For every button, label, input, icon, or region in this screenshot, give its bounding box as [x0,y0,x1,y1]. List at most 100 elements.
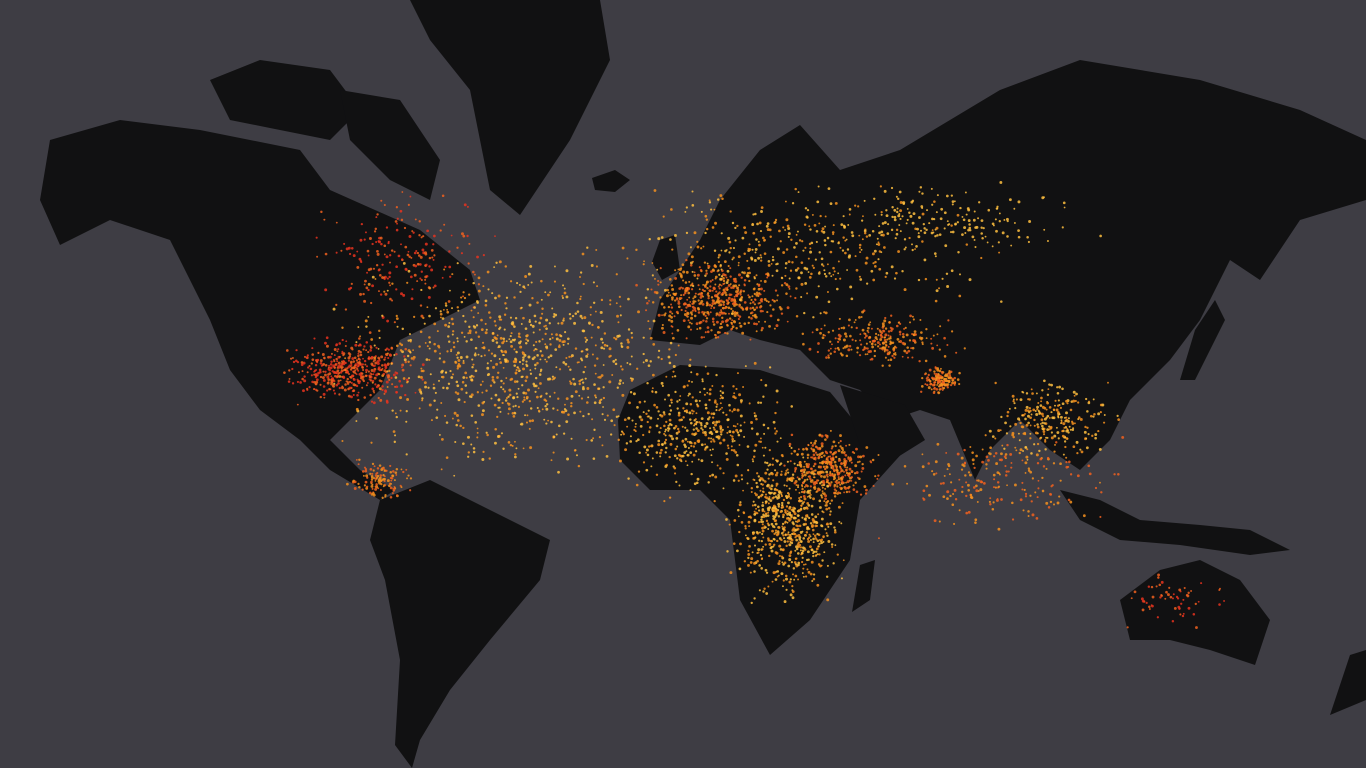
event-point [998,220,1001,223]
event-point [753,287,756,290]
event-point [853,452,856,455]
event-point [722,303,725,307]
event-point [464,278,467,281]
event-point [825,504,828,507]
event-point [667,318,671,322]
event-point [524,391,528,395]
event-point [909,314,912,318]
event-point [614,358,617,361]
event-point [430,248,434,252]
event-point [718,311,721,314]
event-point [793,512,797,516]
event-point [496,376,499,379]
event-point [562,361,566,364]
event-point [733,301,736,305]
event-point [804,246,807,249]
event-point [1056,431,1060,434]
event-point [445,421,449,424]
event-point [490,397,493,400]
event-point [515,392,518,395]
event-point [598,375,602,379]
event-point [799,530,803,534]
event-point [463,335,466,338]
event-point [462,426,465,430]
event-point [651,301,655,304]
event-point [840,522,843,525]
event-point [341,386,345,390]
event-point [707,481,710,484]
event-point [809,572,813,576]
event-point [562,319,565,322]
event-point [462,376,466,379]
event-point [409,489,412,492]
event-point [898,340,901,343]
event-point [836,340,840,344]
event-point [820,470,824,474]
event-point [372,267,376,270]
event-point [465,355,469,359]
event-point [727,296,731,300]
event-point [1050,431,1054,434]
event-point [879,347,882,350]
event-point [573,321,577,325]
event-point [1065,461,1068,464]
event-point [549,343,552,346]
event-point [834,444,837,448]
event-point [1004,474,1008,477]
event-point [381,374,385,377]
event-point [699,301,703,305]
event-point [347,359,350,362]
event-point [1058,495,1061,498]
event-point [944,374,947,378]
event-point [812,497,815,501]
event-point [724,249,727,253]
event-point [706,262,709,265]
event-point [664,440,666,443]
event-point [516,396,519,399]
event-point [785,248,789,251]
event-point [826,473,829,476]
event-point [473,353,477,357]
event-point [786,468,789,471]
event-point [669,434,673,438]
event-point [775,430,778,433]
event-point [373,465,376,468]
event-point [677,411,681,415]
event-point [783,281,787,285]
event-point [338,342,342,345]
event-point [860,343,863,346]
event-point [937,381,940,384]
event-point [1000,498,1003,501]
event-point [678,272,681,275]
event-point [699,268,703,272]
event-point [326,381,330,385]
event-point [481,346,484,349]
event-point [789,497,793,500]
event-point [767,427,770,430]
event-point [1050,383,1053,387]
event-point [989,502,992,506]
event-point [394,471,398,474]
event-point [688,280,691,283]
event-point [1077,416,1081,419]
event-point [383,477,386,481]
event-point [992,473,996,477]
event-point [370,441,373,444]
event-point [732,424,735,427]
event-point [457,419,460,422]
event-point [466,205,469,208]
event-point [809,228,812,231]
event-point [715,409,718,412]
event-point [348,252,352,256]
event-point [965,243,969,246]
event-point [660,236,664,239]
event-point [482,254,485,257]
event-point [760,540,763,543]
event-point [826,236,830,240]
event-point [297,371,300,374]
event-point [1187,591,1190,595]
event-point [726,444,730,447]
event-point [718,291,721,294]
event-point [749,307,752,310]
